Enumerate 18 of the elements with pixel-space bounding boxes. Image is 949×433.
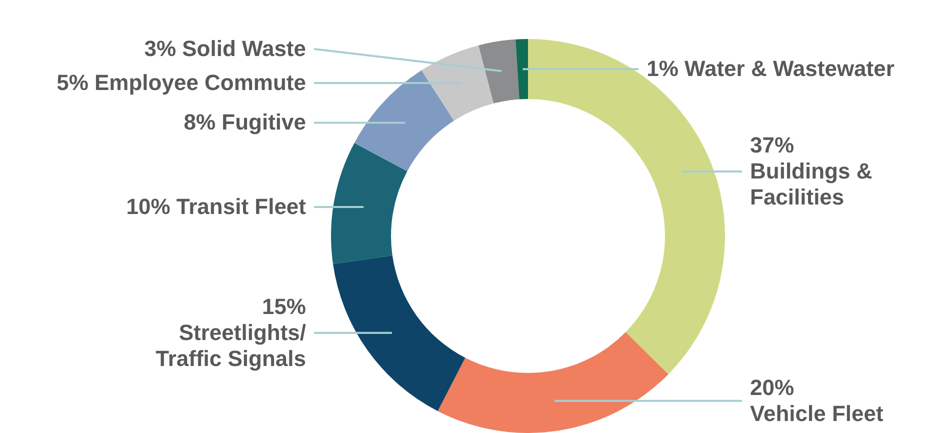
donut-slice: [354, 70, 454, 172]
data-label: 20%: [750, 374, 794, 400]
slice-label: 1% Water & Wastewater: [646, 56, 895, 82]
donut-slice: [333, 255, 466, 412]
slice-label: 8% Fugitive: [184, 110, 306, 135]
donut-slice: [438, 332, 668, 433]
donut-slice: [331, 142, 408, 264]
slice-label: Vehicle Fleet: [750, 400, 884, 426]
slice-label: 5% Employee Commute: [56, 70, 306, 96]
data-label: 15%: [262, 294, 306, 319]
donut-slice: [478, 39, 520, 104]
slice-label: Buildings & Facilities: [750, 158, 872, 210]
donut-slice: [516, 39, 528, 100]
slice-label: 3% Solid Waste: [144, 36, 306, 62]
slice-label: Streetlights/Traffic Signals: [156, 320, 306, 371]
donut-slice: [421, 45, 494, 121]
slice-label: 10% Transit Fleet: [126, 194, 307, 219]
data-label: 37%: [750, 132, 794, 158]
